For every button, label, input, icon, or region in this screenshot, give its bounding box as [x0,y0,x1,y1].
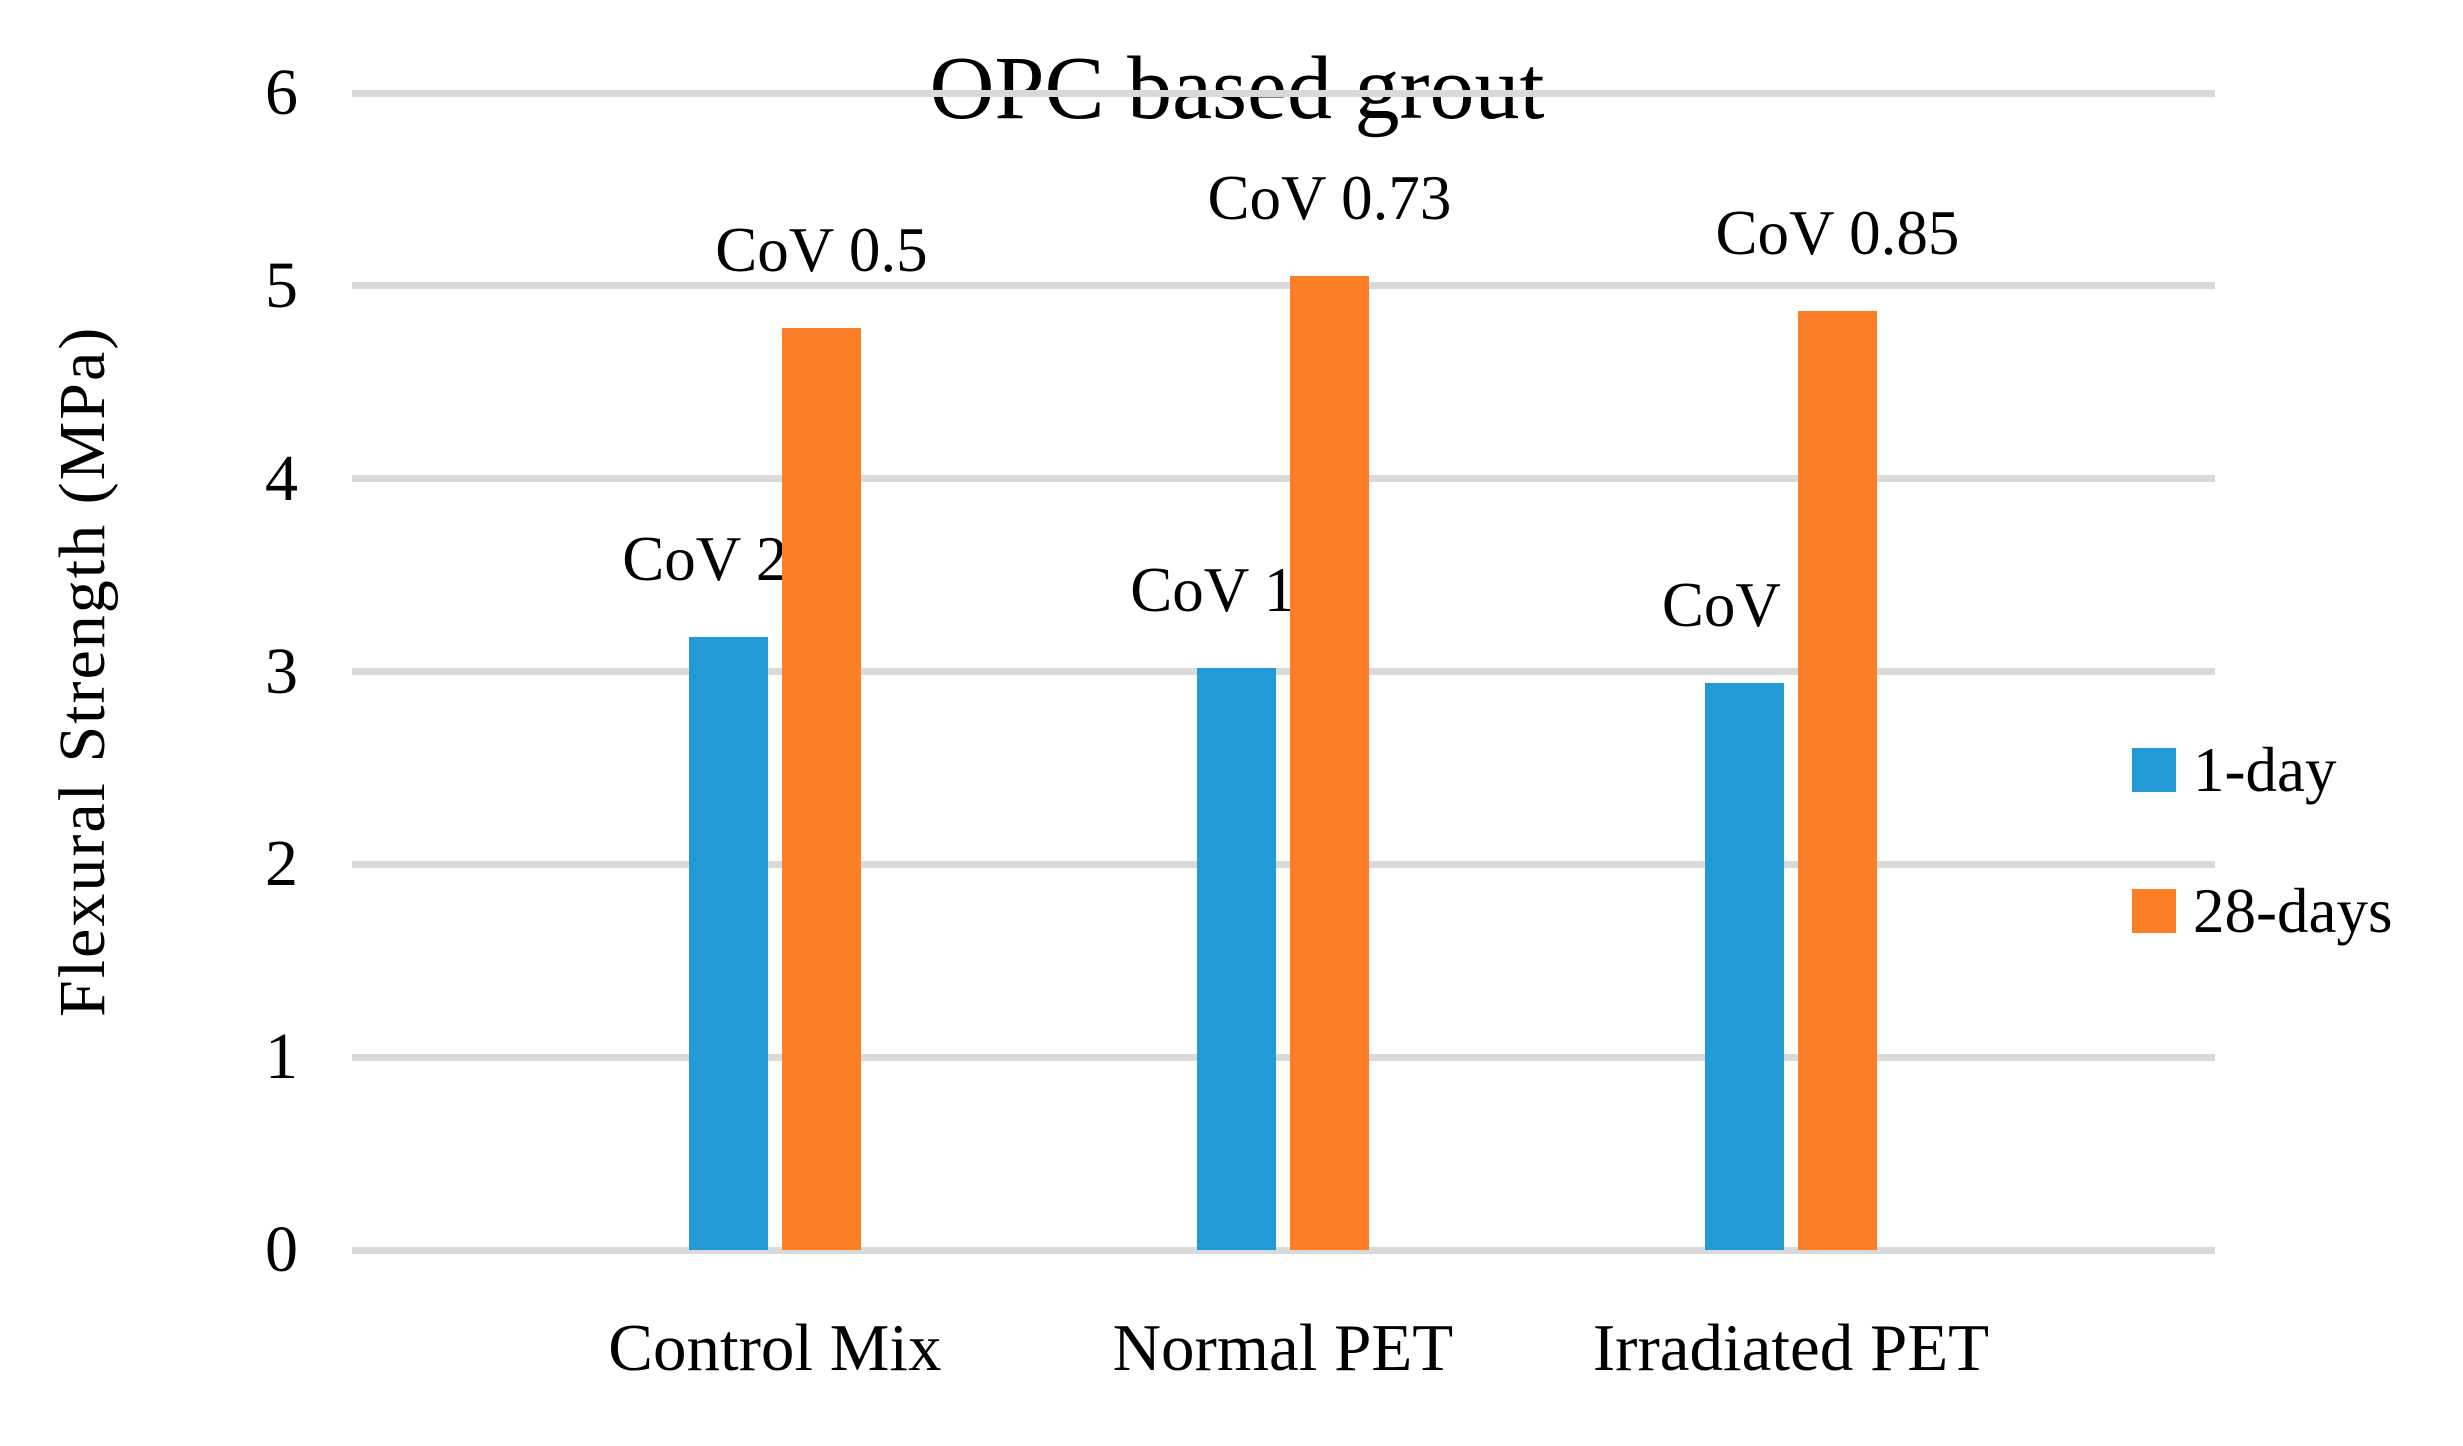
y-tick-label-4: 4 [265,441,298,515]
legend-label-28-days: 28-days [2193,876,2393,946]
chart-title: OPC based grout [929,39,1545,138]
bar-28-days-normal-pet [1289,276,1369,1250]
y-tick-label-0: 0 [265,1213,298,1286]
bar-28-days-control-mix [781,328,861,1250]
legend-swatch-1-day [2132,748,2176,792]
y-axis-tick-labels: 0 1 2 3 4 5 6 [140,56,298,1286]
cov-annotation-28-days-irradiated-pet: CoV 0.85 [1715,197,1960,268]
gridline-y-1 [352,1053,2215,1061]
gridline-y-4 [352,475,2215,483]
legend-item-1-day: 1-day [2132,738,2336,802]
y-tick-label-3: 3 [265,634,298,708]
y-axis-title: Flexural Strength (MPa) [46,325,119,1018]
gridline-y-2 [352,860,2215,868]
x-axis-label-control-mix: Control Mix [608,1311,942,1385]
y-tick-label-5: 5 [265,248,298,322]
x-axis-label-normal-pet: Normal PET [1112,1311,1454,1385]
x-axis-category-labels: Control Mix Normal PET Irradiated PET [352,1298,2215,1398]
gridline-y-0 [352,1246,2215,1254]
y-tick-label-6: 6 [265,56,298,129]
plot-area: CoV 2.3 CoV 1.8 CoV 2 CoV 0.5 CoV 0.73 CoV 0.… [352,89,2215,1254]
legend-item-28-days: 28-days [2132,879,2392,943]
bar-1-day-control-mix [688,636,768,1250]
bar-28-days-irradiated-pet [1797,310,1877,1250]
legend-label-1-day: 1-day [2193,735,2337,805]
bar-1-day-irradiated-pet [1704,683,1784,1250]
bar-1-day-normal-pet [1196,667,1276,1250]
x-axis-label-irradiated-pet: Irradiated PET [1592,1311,1990,1385]
cov-annotation-28-days-normal-pet: CoV 0.73 [1207,163,1452,234]
y-tick-label-1: 1 [265,1020,298,1094]
cov-annotation-28-days-control-mix: CoV 0.5 [715,215,928,286]
gridline-y-3 [352,668,2215,675]
gridline-y-6 [352,89,2215,97]
legend-swatch-28-days [2132,889,2176,933]
y-tick-label-2: 2 [265,827,298,901]
gridline-y-5 [352,282,2215,290]
